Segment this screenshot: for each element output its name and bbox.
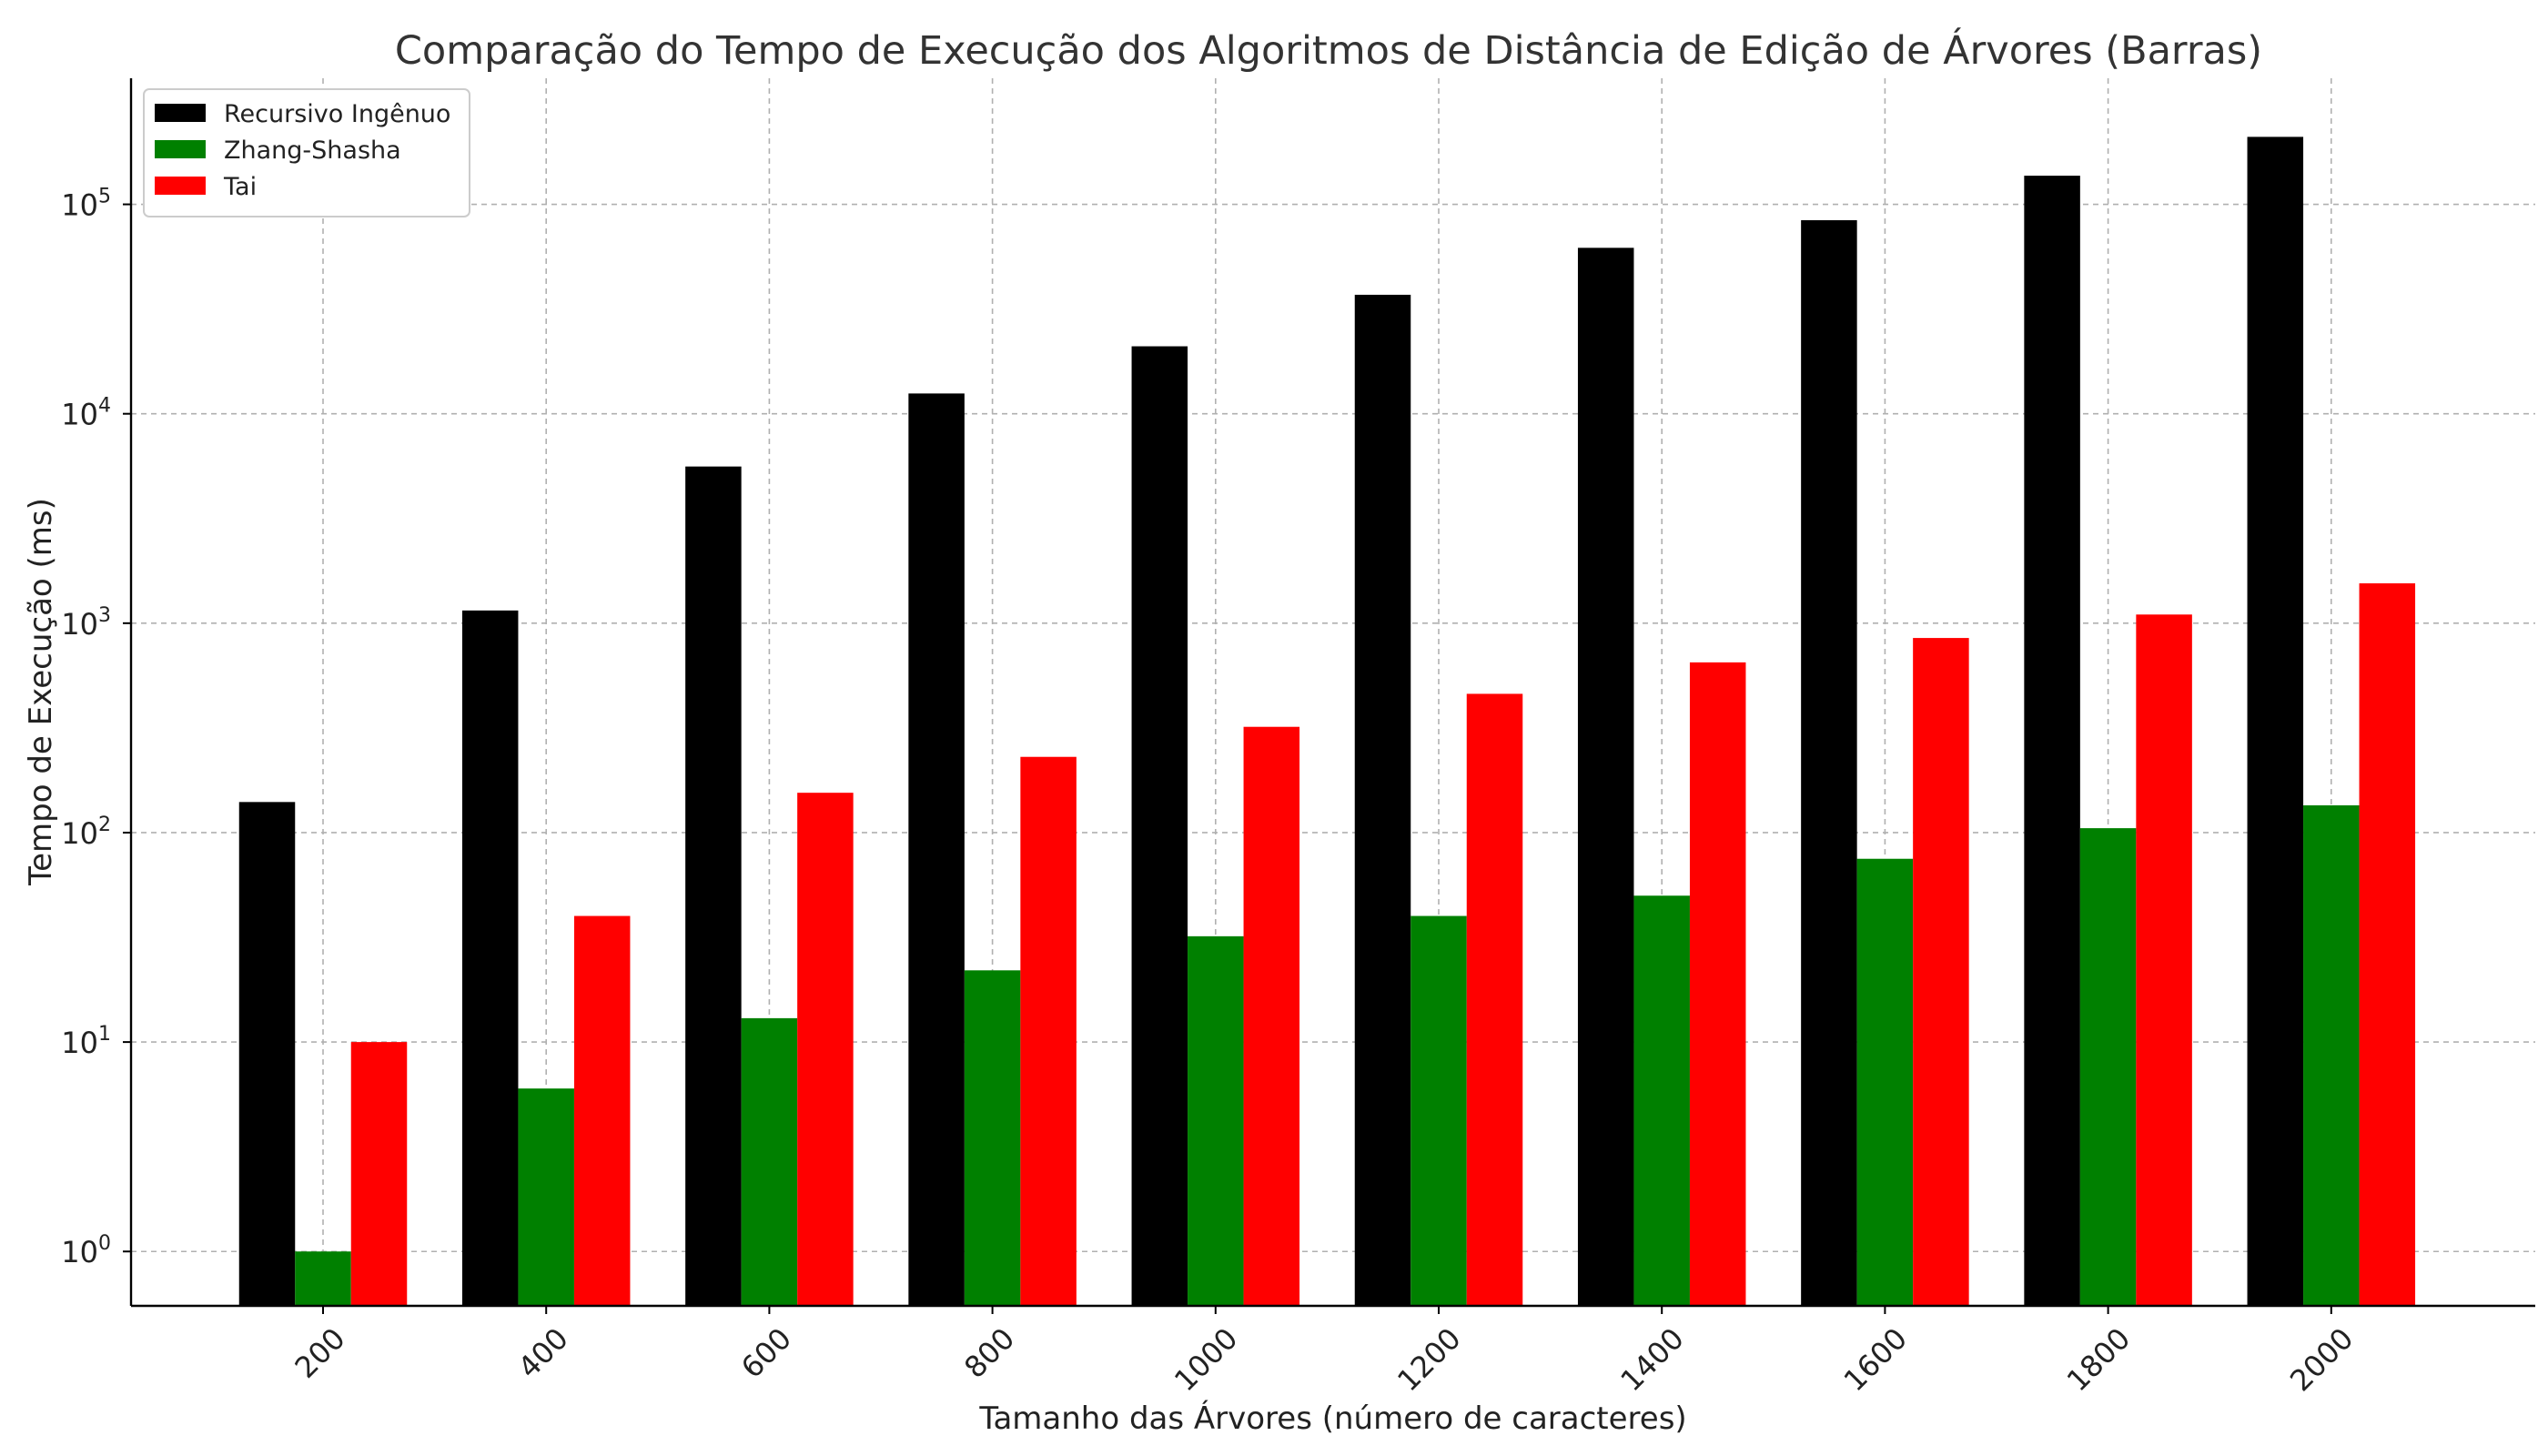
y-tick-label: 101 <box>61 1023 111 1060</box>
bar-zhang-shasha-1800 <box>2079 828 2137 1306</box>
bar-zhang-shasha-800 <box>964 970 1021 1306</box>
bar-zhang-shasha-1200 <box>1410 915 1467 1306</box>
bar-recursivo-ing-nuo-200 <box>238 802 296 1306</box>
y-axis-label: Tempo de Execução (ms) <box>23 498 59 886</box>
legend: Recursivo Ingênuo Zhang-Shasha Tai <box>143 88 470 217</box>
bar-tai-400 <box>573 915 631 1306</box>
bar-recursivo-ing-nuo-1400 <box>1577 248 1634 1306</box>
bar-recursivo-ing-nuo-1200 <box>1354 294 1411 1307</box>
y-tick-label: 104 <box>61 395 111 432</box>
legend-label: Zhang-Shasha <box>224 136 401 165</box>
bar-recursivo-ing-nuo-1600 <box>1801 219 1857 1307</box>
y-axis-ticks: 100 101 102 103 104 105 <box>61 186 131 1269</box>
bar-tai-1600 <box>1913 638 1969 1306</box>
bar-tai-1200 <box>1466 693 1523 1306</box>
axes <box>129 78 2535 1308</box>
legend-swatch <box>155 140 206 158</box>
bar-tai-800 <box>1020 756 1077 1306</box>
legend-label: Tai <box>223 173 257 201</box>
chart-title: Comparação do Tempo de Execução dos Algo… <box>395 27 2262 74</box>
bar-tai-2000 <box>2359 583 2416 1306</box>
bar-zhang-shasha-200 <box>295 1251 351 1306</box>
bar-recursivo-ing-nuo-1800 <box>2024 176 2080 1307</box>
bar-zhang-shasha-600 <box>741 1017 798 1306</box>
bar-zhang-shasha-1600 <box>1856 858 1914 1306</box>
bar-tai-600 <box>797 793 854 1306</box>
bar-tai-200 <box>350 1042 408 1306</box>
bars <box>238 136 2416 1307</box>
bar-recursivo-ing-nuo-400 <box>461 610 519 1306</box>
legend-swatch <box>155 104 206 122</box>
bar-recursivo-ing-nuo-2000 <box>2247 136 2304 1307</box>
y-tick-label: 102 <box>61 814 111 851</box>
legend-swatch <box>155 177 206 195</box>
y-tick-label: 105 <box>61 186 111 223</box>
y-tick-label: 103 <box>61 604 111 642</box>
bar-zhang-shasha-1000 <box>1188 935 1244 1306</box>
legend-label: Recursivo Ingênuo <box>224 100 450 128</box>
bar-tai-1800 <box>2136 614 2192 1306</box>
bar-zhang-shasha-2000 <box>2303 804 2360 1306</box>
bar-recursivo-ing-nuo-600 <box>685 466 742 1306</box>
legend-box <box>143 88 470 217</box>
bar-tai-1400 <box>1689 662 1746 1306</box>
bar-tai-1000 <box>1243 726 1300 1306</box>
bar-recursivo-ing-nuo-800 <box>908 393 965 1306</box>
y-tick-label: 100 <box>61 1232 111 1269</box>
bar-zhang-shasha-400 <box>518 1088 574 1306</box>
bar-recursivo-ing-nuo-1000 <box>1131 346 1188 1306</box>
x-axis-label: Tamanho das Árvores (número de caractere… <box>978 1400 1686 1437</box>
bar-zhang-shasha-1400 <box>1633 895 1690 1306</box>
